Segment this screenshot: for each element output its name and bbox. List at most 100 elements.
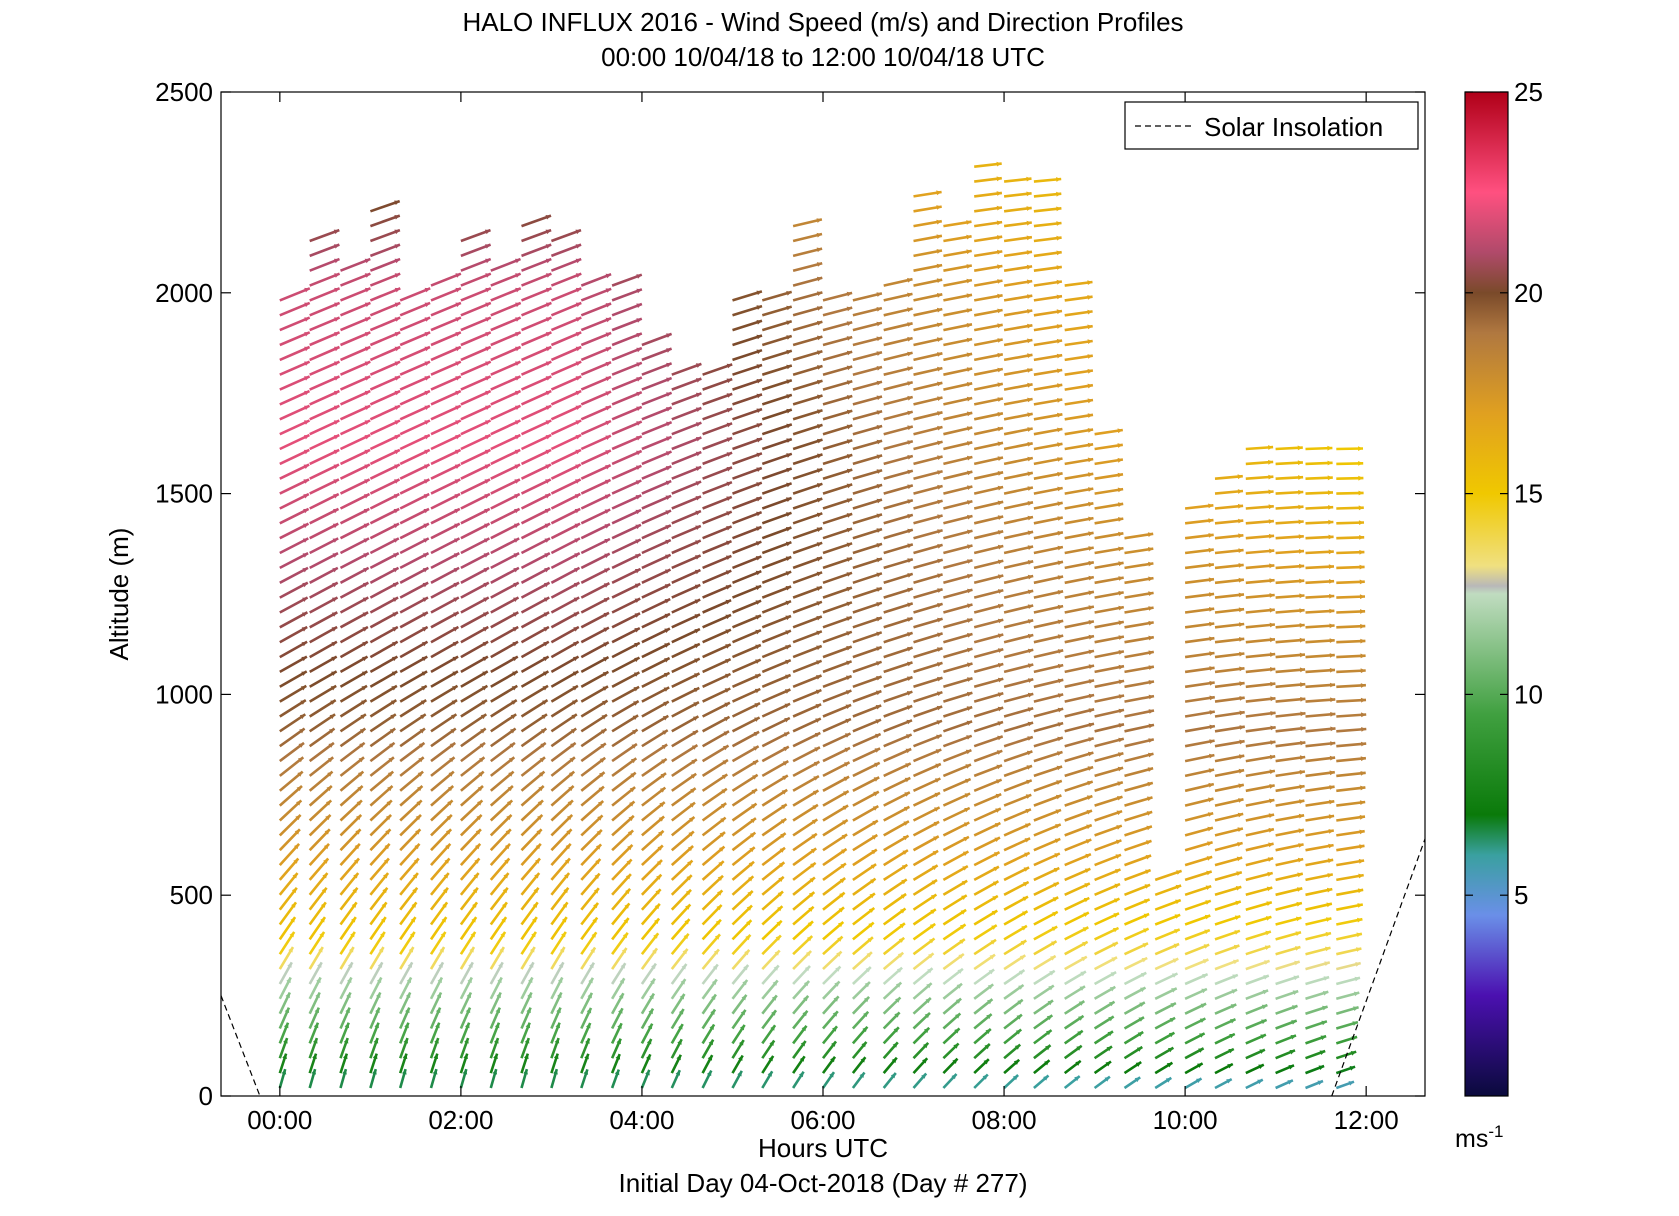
wind-barb: [550, 1037, 560, 1059]
wind-barb: [520, 552, 551, 570]
wind-barb: [339, 566, 370, 584]
wind-barb: [580, 962, 596, 985]
wind-barb-shaft: [369, 684, 398, 703]
wind-barb: [309, 404, 340, 421]
wind-barb: [398, 1037, 409, 1059]
wind-barb-head: [507, 786, 513, 792]
wind-barb-head: [304, 332, 310, 337]
wind-barb-head: [356, 814, 362, 821]
wind-barb-head: [514, 390, 521, 396]
wind-barb: [520, 419, 552, 436]
wind-barb-shaft: [369, 243, 401, 258]
wind-barb: [459, 857, 481, 881]
wind-barb-shaft: [490, 331, 522, 347]
wind-barb-shaft: [490, 301, 522, 317]
wind-barb: [369, 843, 391, 866]
wind-barb: [399, 813, 422, 837]
wind-barb-head: [313, 1038, 318, 1044]
wind-barb-head: [394, 390, 401, 396]
wind-barb-head: [354, 843, 360, 850]
wind-barb: [339, 463, 371, 480]
wind-barb: [460, 640, 489, 659]
wind-barb-head: [381, 902, 387, 908]
wind-barb-shaft: [369, 655, 399, 674]
wind-barb: [369, 828, 392, 852]
wind-barb-shaft: [339, 581, 370, 599]
wind-barb-shaft: [309, 655, 338, 674]
wind-barb: [279, 522, 310, 540]
wind-barb-head: [535, 843, 541, 850]
wind-barb-head: [301, 671, 307, 676]
wind-barb-shaft: [369, 389, 401, 406]
wind-barb-head: [485, 376, 491, 381]
wind-barb: [339, 316, 371, 332]
wind-barb: [308, 741, 335, 763]
wind-barb-head: [454, 464, 461, 469]
wind-barb-head: [331, 612, 338, 617]
wind-barb-head: [453, 582, 459, 588]
wind-barb: [520, 1053, 530, 1074]
wind-barb: [309, 581, 339, 599]
wind-barb-head: [301, 641, 308, 647]
wind-barb: [399, 1007, 411, 1030]
wind-barb-head: [419, 728, 425, 734]
wind-barb: [399, 655, 428, 674]
wind-barb-shaft: [460, 316, 492, 332]
wind-barb-head: [526, 1007, 531, 1014]
wind-barb: [520, 976, 534, 1000]
wind-barb-shaft: [279, 463, 310, 480]
wind-barb-head: [584, 1053, 589, 1060]
wind-barb: [460, 331, 492, 347]
wind-barb-head: [473, 873, 479, 879]
wind-barb-shaft: [399, 713, 427, 733]
wind-barb: [309, 699, 337, 718]
wind-barb-head: [349, 947, 354, 953]
wind-barb-shaft: [340, 257, 371, 272]
wind-barb: [339, 785, 364, 807]
wind-barb-head: [387, 771, 394, 777]
wind-barb: [490, 699, 518, 718]
wind-barb: [460, 478, 491, 495]
wind-barb-shaft: [460, 272, 492, 287]
wind-barb: [490, 419, 521, 436]
wind-barb-shaft: [490, 566, 520, 584]
wind-barb-head: [332, 523, 339, 529]
wind-barb: [339, 741, 366, 763]
wind-barb-shaft: [550, 596, 580, 614]
wind-barb-shaft: [430, 433, 462, 451]
wind-barb-head: [505, 829, 511, 835]
wind-barb-shaft: [520, 448, 552, 466]
wind-barb-head: [545, 346, 552, 352]
wind-barb-shaft: [309, 433, 340, 451]
wind-barb-head: [392, 597, 399, 602]
wind-barb: [279, 389, 311, 406]
wind-barb-shaft: [369, 214, 401, 228]
wind-barb-head: [333, 405, 340, 410]
wind-barb-head: [394, 273, 401, 278]
wind-barb-head: [477, 786, 483, 792]
wind-barb: [278, 1053, 288, 1074]
wind-barb-head: [591, 932, 597, 938]
wind-barb-shaft: [399, 301, 431, 317]
wind-barb-head: [484, 494, 490, 499]
wind-barb-head: [304, 376, 310, 381]
wind-barb-head: [515, 302, 521, 308]
wind-barb-head: [545, 332, 552, 337]
wind-barb: [369, 684, 398, 703]
wind-barb: [430, 316, 462, 332]
wind-barb: [429, 1068, 438, 1089]
wind-barb-head: [567, 800, 573, 806]
wind-barb-head: [586, 1023, 591, 1029]
wind-barb-shaft: [520, 684, 549, 703]
wind-barb: [550, 448, 582, 466]
wind-barb-shaft: [430, 756, 456, 777]
wind-barb-shaft: [309, 640, 338, 659]
wind-barb-shaft: [279, 478, 310, 495]
wind-barb-head: [420, 714, 426, 720]
wind-barb-shaft: [520, 360, 552, 376]
wind-barb-shaft: [430, 375, 462, 391]
wind-barb-shaft: [550, 713, 578, 733]
wind-barb: [550, 257, 582, 272]
wind-barb: [520, 375, 552, 391]
wind-barb-shaft: [490, 552, 520, 570]
